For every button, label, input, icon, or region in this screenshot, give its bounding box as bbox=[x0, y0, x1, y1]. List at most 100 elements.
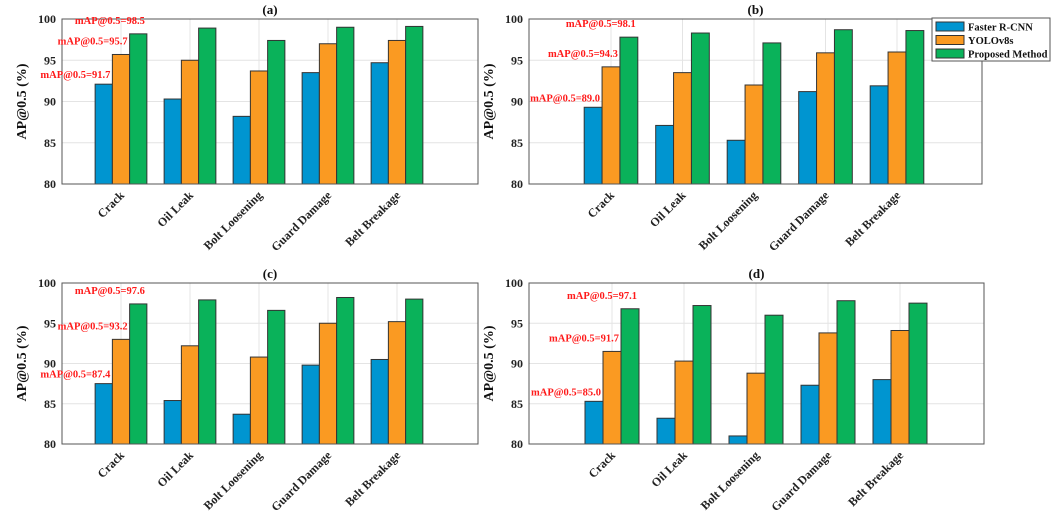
bar-yolov8s bbox=[180, 345, 200, 445]
bar-yolov8s bbox=[887, 51, 907, 185]
x-tick-label: Bolt Loosening bbox=[698, 448, 762, 512]
y-axis-label: AP@0.5 (%) bbox=[482, 325, 497, 401]
bar-yolov8s bbox=[111, 338, 131, 445]
bar-proposed-method bbox=[129, 33, 148, 185]
bar-yolov8s bbox=[387, 39, 407, 185]
bar-yolov8s bbox=[818, 332, 838, 445]
map-annotation: mAP@0.5=87.4 bbox=[40, 370, 111, 381]
bar-proposed-method bbox=[833, 29, 853, 185]
bar-yolov8s bbox=[111, 53, 131, 185]
bar-faster-r-cnn bbox=[728, 435, 748, 445]
x-tick-label: Oil Leak bbox=[647, 188, 689, 230]
map-annotation: mAP@0.5=89.0 bbox=[530, 93, 600, 104]
map-annotation: mAP@0.5=98.5 bbox=[75, 16, 145, 27]
bar-faster-r-cnn bbox=[232, 115, 251, 185]
y-tick-label: 100 bbox=[505, 12, 523, 26]
bar-proposed-method bbox=[690, 32, 710, 185]
bar-faster-r-cnn bbox=[370, 358, 389, 445]
bar-faster-r-cnn bbox=[869, 85, 889, 185]
y-tick-label: 100 bbox=[505, 276, 523, 290]
panel-c: 80 85 90 95 100 Crack Oil Leak Bolt Loosening Gu… bbox=[15, 266, 479, 514]
y-tick-label: 85 bbox=[511, 136, 523, 150]
x-tick-label: Oil Leak bbox=[154, 188, 196, 230]
x-tick-label: Guard Damage bbox=[268, 188, 334, 254]
x-tick-label: Crack bbox=[586, 448, 619, 481]
x-tick-label: Crack bbox=[585, 188, 618, 221]
bar-faster-r-cnn bbox=[656, 417, 676, 445]
bar-yolov8s bbox=[318, 322, 338, 445]
map-annotation: mAP@0.5=98.1 bbox=[566, 19, 636, 30]
bar-proposed-method bbox=[129, 303, 148, 445]
x-tick-label: Guard Damage bbox=[768, 448, 834, 514]
chart-title: (b) bbox=[748, 2, 764, 17]
y-tick-label: 90 bbox=[44, 357, 56, 371]
bar-proposed-method bbox=[405, 298, 424, 445]
legend-label: Proposed Method bbox=[968, 50, 1048, 61]
y-tick-label: 100 bbox=[38, 276, 56, 290]
bar-yolov8s bbox=[816, 52, 835, 185]
bar-yolov8s bbox=[180, 59, 200, 185]
y-tick-label: 80 bbox=[511, 437, 523, 451]
panel-d: 80 85 90 95 100 Crack Oil Leak Bolt Loosening Gu… bbox=[482, 266, 985, 514]
bar-proposed-method bbox=[762, 42, 782, 185]
bar-proposed-method bbox=[908, 302, 928, 445]
bar-yolov8s bbox=[387, 321, 407, 445]
bar-faster-r-cnn bbox=[301, 72, 320, 185]
bar-proposed-method bbox=[836, 300, 856, 445]
map-annotation: mAP@0.5=91.7 bbox=[40, 70, 110, 81]
x-tick-label: Bolt Loosening bbox=[201, 188, 265, 252]
bar-faster-r-cnn bbox=[798, 91, 818, 185]
panel-a: 80 85 90 95 100 Crack Oil Leak Bolt Loosening Gu… bbox=[15, 2, 479, 254]
y-tick-label: 95 bbox=[44, 53, 56, 67]
bar-proposed-method bbox=[198, 27, 217, 185]
x-tick-label: Belt Breakage bbox=[845, 448, 906, 509]
bar-faster-r-cnn bbox=[583, 106, 603, 185]
bar-faster-r-cnn bbox=[94, 383, 113, 445]
y-tick-label: 95 bbox=[511, 53, 523, 67]
legend-swatch bbox=[935, 48, 965, 59]
bar-yolov8s bbox=[249, 356, 269, 445]
x-tick-label: Belt Breakage bbox=[342, 188, 403, 249]
y-tick-label: 85 bbox=[511, 397, 523, 411]
map-annotation: mAP@0.5=85.0 bbox=[531, 387, 601, 398]
bar-faster-r-cnn bbox=[370, 62, 389, 185]
bar-proposed-method bbox=[905, 30, 925, 185]
bar-proposed-method bbox=[267, 39, 286, 185]
map-annotation: mAP@0.5=95.7 bbox=[58, 36, 128, 47]
y-tick-label: 90 bbox=[511, 95, 523, 109]
map-annotation: mAP@0.5=91.7 bbox=[549, 333, 619, 344]
x-tick-label: Oil Leak bbox=[648, 448, 690, 490]
bar-faster-r-cnn bbox=[232, 413, 251, 445]
map-annotation: mAP@0.5=94.3 bbox=[548, 49, 618, 60]
bar-faster-r-cnn bbox=[584, 400, 604, 445]
map-annotation: mAP@0.5=97.6 bbox=[75, 286, 145, 297]
x-tick-label: Guard Damage bbox=[766, 188, 832, 254]
x-tick-label: Bolt Loosening bbox=[201, 448, 265, 512]
bar-faster-r-cnn bbox=[800, 384, 820, 445]
bar-yolov8s bbox=[746, 372, 766, 445]
bar-yolov8s bbox=[318, 43, 338, 185]
chart-title: (c) bbox=[263, 266, 277, 281]
bar-yolov8s bbox=[674, 360, 694, 445]
bar-proposed-method bbox=[405, 25, 424, 185]
bar-faster-r-cnn bbox=[655, 124, 675, 185]
y-tick-label: 90 bbox=[511, 357, 523, 371]
y-tick-label: 95 bbox=[44, 316, 56, 330]
axes-frame bbox=[528, 282, 985, 445]
bar-proposed-method bbox=[619, 36, 639, 185]
y-tick-label: 85 bbox=[44, 397, 56, 411]
y-tick-label: 80 bbox=[511, 177, 523, 191]
y-axis-label: AP@0.5 (%) bbox=[482, 63, 497, 139]
y-tick-label: 80 bbox=[44, 437, 56, 451]
axes-frame bbox=[61, 282, 479, 445]
bar-yolov8s bbox=[890, 329, 910, 445]
bar-faster-r-cnn bbox=[301, 364, 320, 445]
map-annotation: mAP@0.5=97.1 bbox=[567, 291, 637, 302]
x-tick-label: Belt Breakage bbox=[342, 448, 403, 509]
bar-faster-r-cnn bbox=[726, 139, 746, 185]
x-tick-label: Crack bbox=[95, 188, 128, 221]
bar-faster-r-cnn bbox=[163, 400, 182, 445]
bar-proposed-method bbox=[336, 26, 355, 185]
chart-title: (d) bbox=[749, 266, 765, 281]
bar-yolov8s bbox=[602, 350, 622, 445]
